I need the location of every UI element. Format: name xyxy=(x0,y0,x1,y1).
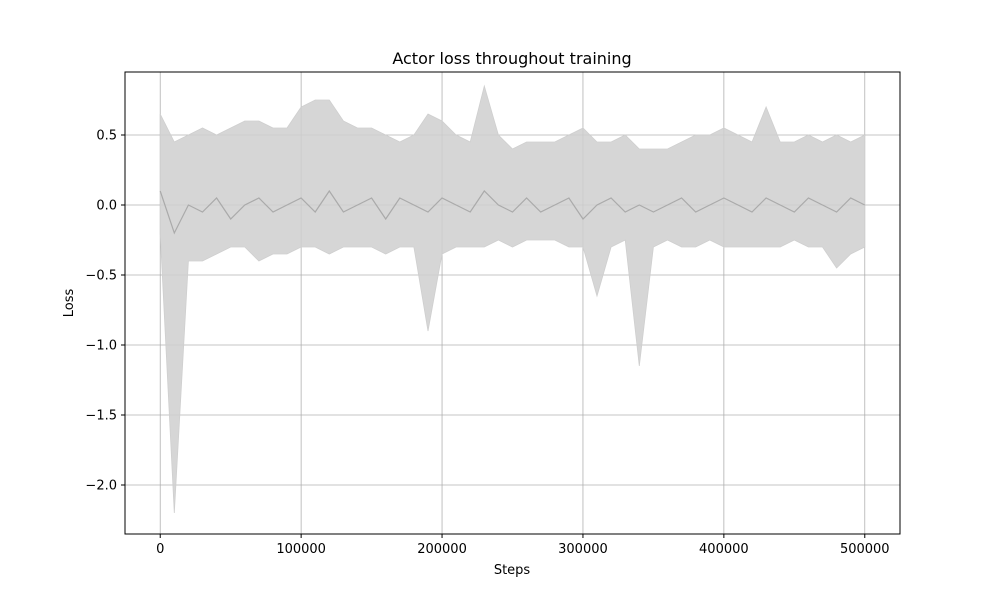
line-layer xyxy=(159,189,866,235)
chart-title: Actor loss throughout training xyxy=(392,49,631,68)
axes-frame xyxy=(124,71,901,535)
y-axis-ticks: −2.0 −1.5 −1.0 −0.5 0.0 0.5 xyxy=(85,129,125,494)
y-tick-label: −0.5 xyxy=(85,269,117,284)
band-layer xyxy=(159,84,866,514)
y-tick-label: −2.0 xyxy=(85,479,117,494)
x-axis-label: Steps xyxy=(494,563,531,578)
x-tick-label: 500000 xyxy=(840,542,890,557)
y-tick-label: 0.5 xyxy=(96,129,117,144)
y-tick-label: 0.0 xyxy=(96,199,117,214)
y-axis-label: Loss xyxy=(62,289,77,318)
x-axis-ticks: 0 100000 200000 300000 400000 500000 xyxy=(156,534,890,557)
x-tick-label: 200000 xyxy=(417,542,467,557)
x-tick-label: 0 xyxy=(156,542,164,557)
plot-area xyxy=(124,71,901,535)
loss-range-band xyxy=(159,84,866,514)
x-tick-label: 300000 xyxy=(558,542,608,557)
y-tick-label: −1.5 xyxy=(85,409,117,424)
loss-mean-line xyxy=(159,189,866,235)
y-tick-label: −1.0 xyxy=(85,339,117,354)
x-tick-label: 400000 xyxy=(699,542,749,557)
x-tick-label: 100000 xyxy=(276,542,326,557)
